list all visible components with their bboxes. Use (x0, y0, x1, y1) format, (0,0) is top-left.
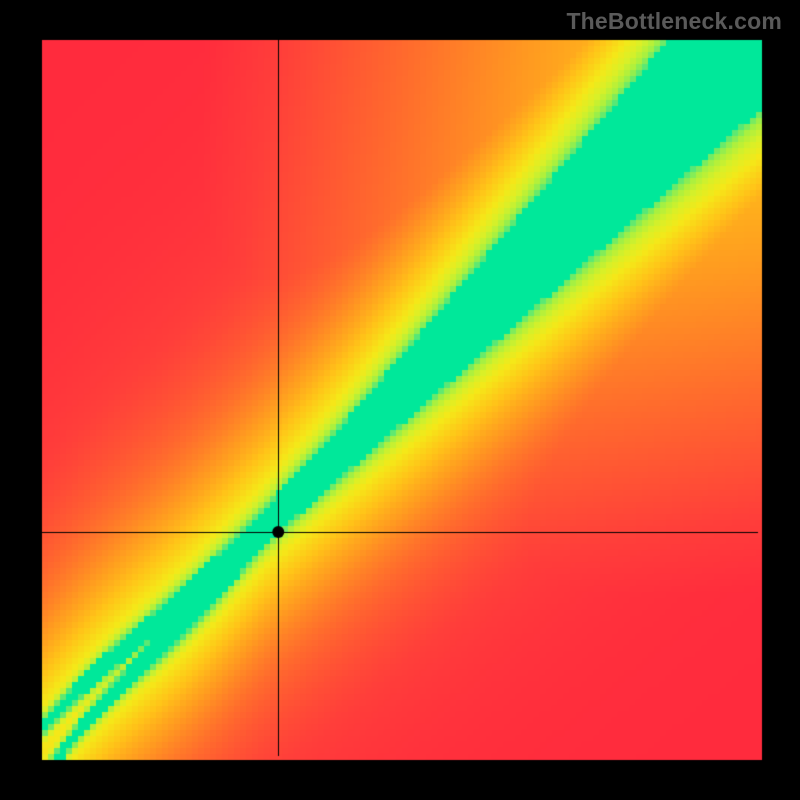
heatmap-canvas (0, 0, 800, 800)
watermark-label: TheBottleneck.com (566, 8, 782, 35)
chart-container: TheBottleneck.com (0, 0, 800, 800)
